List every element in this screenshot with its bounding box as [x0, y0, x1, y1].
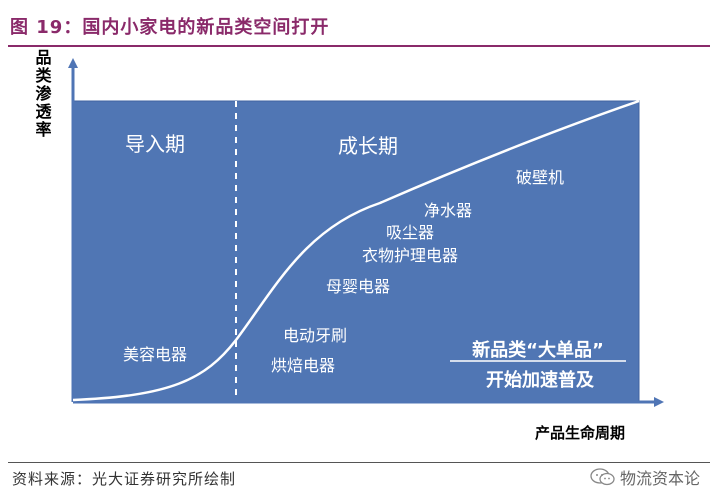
- product-label-electric-toothbrush: 电动牙刷: [283, 326, 347, 345]
- product-label-mother-baby: 母婴电器: [326, 277, 390, 296]
- lifecycle-diagram-svg: 品类渗透率 产品生命周期 导入期 成长期 美容电器 电动牙刷 烘焙电器 母婴电器…: [33, 49, 664, 442]
- callout-line-1: 新品类“大单品”: [472, 339, 604, 361]
- figure-title: 图 19：国内小家电的新品类空间打开: [10, 17, 330, 38]
- product-label-baking: 烘焙电器: [271, 356, 335, 375]
- product-label-beauty: 美容电器: [123, 345, 187, 364]
- source-note: 资料来源：光大证券研究所绘制: [12, 470, 237, 488]
- product-label-vacuum: 吸尘器: [386, 223, 434, 242]
- product-label-garment-care: 衣物护理电器: [362, 246, 458, 265]
- watermark: 物流资本论: [590, 462, 700, 492]
- chart-panel: [72, 100, 640, 402]
- product-label-water-purifier: 净水器: [424, 201, 472, 220]
- phase-label-growth: 成长期: [338, 134, 398, 158]
- wechat-icon: [590, 467, 616, 487]
- x-axis-label: 产品生命周期: [535, 424, 625, 442]
- phase-label-introduction: 导入期: [125, 132, 185, 156]
- title-divider: [8, 45, 710, 47]
- product-label-blender: 破壁机: [516, 168, 564, 187]
- adoption-s-curve: [72, 99, 640, 402]
- y-axis-label: 品类渗透率: [33, 49, 52, 139]
- watermark-text: 物流资本论: [620, 469, 701, 488]
- title-bar: 图 19：国内小家电的新品类空间打开: [0, 0, 718, 48]
- lifecycle-diagram: 品类渗透率 产品生命周期 导入期 成长期 美容电器 电动牙刷 烘焙电器 母婴电器…: [0, 48, 718, 458]
- source-divider: [8, 462, 710, 463]
- callout-line-2: 开始加速普及: [486, 369, 595, 391]
